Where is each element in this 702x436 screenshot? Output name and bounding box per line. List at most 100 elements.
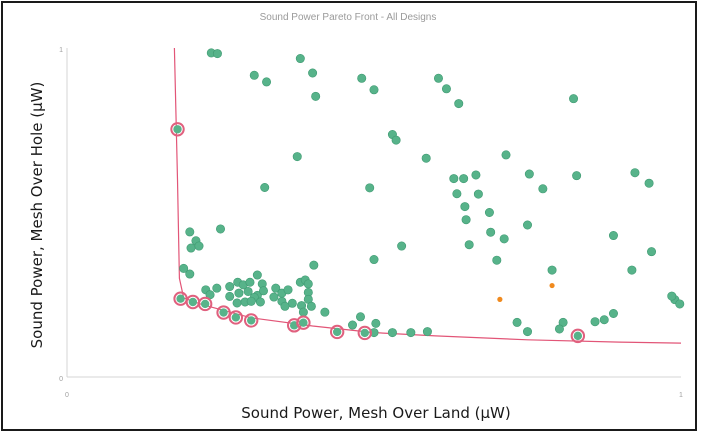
design-point [675,299,685,309]
design-point [667,291,677,301]
design-point [464,240,474,250]
design-point [280,301,290,311]
pareto-point-ring [357,325,372,341]
design-point [186,243,196,253]
design-point [271,283,281,293]
design-point [492,255,502,265]
pareto-point-ring [244,313,259,328]
design-point [225,291,235,301]
y-tick-label-min: 0 [59,376,63,383]
chart-title: Sound Power Pareto Front - All Designs [260,12,437,23]
design-point [232,298,242,308]
pareto-point-dot [200,299,210,309]
design-point [309,260,319,270]
x-tick-label-min: 0 [65,392,69,399]
y-axis-label: Sound Power, Mesh Over Hole (µW) [28,82,46,349]
design-point [243,286,253,296]
design-point [258,286,268,296]
pareto-point [357,325,372,341]
design-point [179,263,189,273]
pareto-point-dot [332,327,342,337]
design-point [262,77,272,87]
design-point [647,247,657,257]
design-point [255,297,265,307]
design-point [216,224,226,234]
design-point [245,277,255,287]
pareto-point [228,310,244,325]
pareto-curve-layer [173,47,682,344]
design-point [212,49,222,59]
design-point [461,215,471,225]
design-point [369,328,379,338]
design-point [452,189,462,199]
design-point [484,208,494,218]
pareto-point [197,296,213,312]
design-point [406,328,416,338]
design-point [185,227,195,237]
design-point [547,265,557,275]
design-point [471,170,481,180]
pareto-point-dot [188,297,198,307]
pareto-point-dot [231,313,241,322]
pareto-point-ring [296,315,311,330]
pareto-point-dot [573,331,583,341]
design-point [252,270,262,280]
design-point [421,153,431,163]
design-point [269,292,279,302]
pareto-point-ring [197,296,213,312]
pareto-point-ring [170,122,185,137]
design-point [644,178,654,188]
x-tick-label-max: 1 [679,392,683,399]
design-point [348,320,358,330]
design-point [486,227,496,237]
design-point [608,231,618,241]
pareto-point-ring [570,328,586,344]
design-point [365,183,375,193]
design-point [234,288,244,298]
design-point [512,317,522,327]
chart-axes [66,48,681,378]
design-point [369,255,379,265]
design-point [249,70,259,80]
pareto-point [185,294,201,310]
design-point [473,189,483,199]
design-point [260,182,270,192]
design-point [320,307,330,317]
design-point [194,241,204,251]
points-layer [170,48,685,344]
design-point [292,152,302,162]
design-point [441,84,451,94]
design-point [538,184,548,194]
pareto-point-dot [247,316,256,325]
design-point [295,54,305,64]
pareto-point-dot [360,328,369,338]
design-point [630,168,640,178]
design-point [308,68,318,78]
design-point [449,174,459,184]
design-point [283,285,293,295]
design-point [185,269,195,279]
design-point [590,317,600,327]
design-point [225,282,235,292]
design-point [303,279,313,289]
pareto-point-ring [329,324,345,340]
design-point [454,99,464,109]
design-point [522,220,532,230]
design-point [357,73,367,83]
design-point [212,283,222,293]
design-point [306,301,316,311]
design-point [397,241,407,251]
pareto-point [244,313,259,328]
pareto-point [570,328,586,344]
pareto-point-dot [173,125,182,134]
design-point [499,234,509,244]
pareto-point [170,122,185,137]
pareto-point [216,305,231,320]
design-point [599,315,609,325]
pareto-point [329,324,345,340]
design-point [569,94,579,104]
pareto-point-dot [176,294,185,303]
chart-frame [1,1,697,431]
highlight-point [497,296,503,302]
